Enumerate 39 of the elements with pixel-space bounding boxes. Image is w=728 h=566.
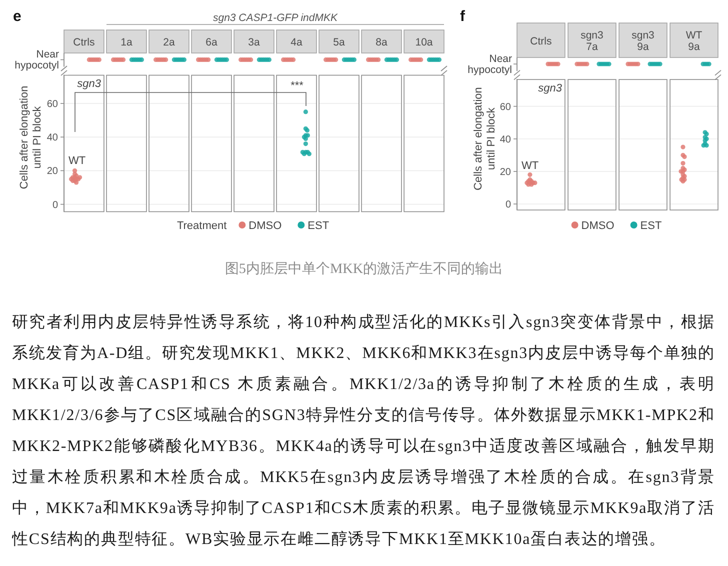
y-tick-label: 0 bbox=[505, 199, 512, 210]
legend-label: DMSO bbox=[581, 220, 615, 232]
y-axis-title: Cells after elongation until PI block bbox=[472, 87, 498, 190]
y-tick-label: 20 bbox=[46, 166, 58, 178]
y-axis-title: Cells after elongation until PI block bbox=[18, 86, 44, 190]
y-tick-label: 40 bbox=[46, 132, 58, 144]
x-tick-label: WT 9a bbox=[686, 30, 703, 53]
x-tick-label: Ctrls bbox=[73, 36, 95, 48]
annotation: sgn3 bbox=[77, 78, 102, 90]
x-tick-label: Ctrls bbox=[530, 35, 552, 48]
annotation: WT bbox=[521, 160, 539, 172]
y-tick-label: 20 bbox=[500, 166, 512, 178]
legend-label: DMSO bbox=[248, 220, 282, 232]
y-tick-label: Near hypocotyl bbox=[14, 48, 60, 72]
x-tick-label: 3a bbox=[248, 36, 260, 48]
x-tick-label: 5a bbox=[333, 36, 346, 48]
y-tick-label: 60 bbox=[500, 102, 512, 113]
legend-title: Treatment bbox=[176, 220, 227, 232]
legend-label: EST bbox=[308, 220, 330, 232]
y-tick-label: 0 bbox=[52, 200, 58, 211]
y-tick-label: Near hypocotyl bbox=[468, 53, 512, 76]
annotation: *** bbox=[290, 80, 304, 92]
legend-label: EST bbox=[640, 220, 662, 232]
chart-subtitle: sgn3 CASP1-GFP indMKK bbox=[213, 12, 338, 24]
x-tick-label: 1a bbox=[120, 36, 132, 48]
x-tick-label: 8a bbox=[376, 36, 388, 48]
y-tick-label: 40 bbox=[500, 134, 512, 146]
annotation: WT bbox=[68, 155, 86, 167]
y-tick-label: 60 bbox=[46, 98, 58, 110]
chart-title: f bbox=[460, 8, 466, 25]
x-tick-label: sgn3 9a bbox=[632, 30, 655, 53]
caption: 图5内胚层中单个MKK的激活产生不同的输出 bbox=[224, 261, 504, 277]
x-tick-label: sgn3 7a bbox=[580, 30, 604, 53]
x-tick-label: 10a bbox=[415, 36, 433, 48]
chart-title: e bbox=[13, 8, 22, 25]
x-tick-label: 4a bbox=[290, 36, 302, 48]
x-tick-label: 6a bbox=[206, 36, 218, 48]
annotation: sgn3 bbox=[538, 82, 563, 95]
x-tick-label: 2a bbox=[163, 36, 175, 48]
